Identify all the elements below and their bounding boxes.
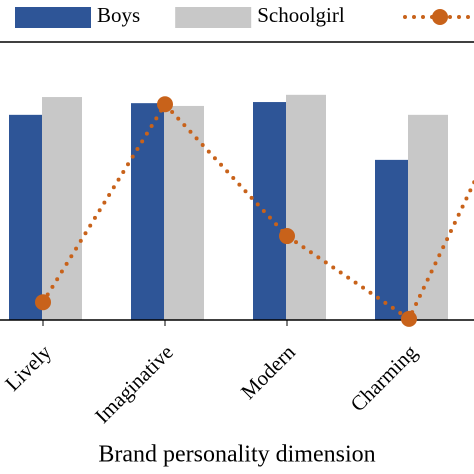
bar (408, 114, 448, 320)
x-tick-label: Charming (346, 340, 423, 417)
x-tick-label: Imaginative (90, 340, 178, 428)
bar (253, 102, 286, 320)
line-point (157, 96, 173, 113)
legend-swatch (15, 7, 91, 28)
bar (9, 114, 42, 320)
legend-marker (432, 9, 448, 25)
x-tick-label: Lively (0, 340, 56, 396)
legend-swatch (175, 7, 252, 28)
line-point (401, 310, 417, 327)
line-point (35, 294, 51, 311)
legend-label: Schoolgirl (257, 3, 345, 27)
bar (375, 159, 408, 320)
line-point (279, 228, 295, 245)
bar (131, 103, 164, 320)
legend-label: Boys (97, 3, 140, 27)
bar (286, 94, 326, 320)
x-tick-label: Modern (236, 340, 300, 404)
x-axis-label: Brand personality dimension (98, 442, 375, 468)
bar (164, 105, 204, 320)
bar (42, 97, 82, 320)
